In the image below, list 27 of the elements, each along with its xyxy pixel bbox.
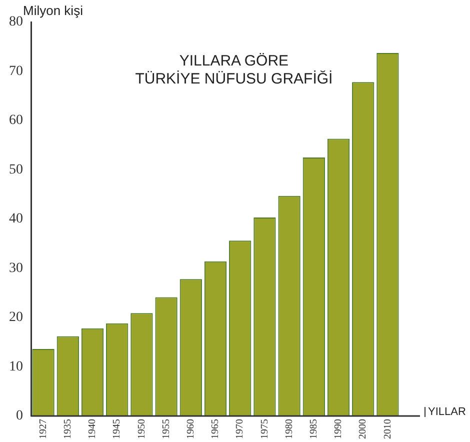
y-tick-label: 20 (9, 310, 23, 326)
text: YILLARA GÖRE TÜRKİYE NÜFUSU GRAFİĞİ (135, 52, 333, 88)
y-tick-label: 0 (16, 408, 23, 424)
y-tick-label: 70 (9, 64, 23, 79)
x-tick-label: 1980 (284, 419, 295, 439)
x-tick-label: 1940 (87, 419, 98, 439)
y-axis-title: Milyon kişi (23, 3, 84, 18)
x-tick-label: 1965 (210, 419, 222, 439)
x-axis-title: YILLAR (428, 406, 466, 418)
x-tick-label: 1985 (308, 419, 320, 439)
x-tick-label: 1975 (259, 419, 270, 439)
x-tick-label: 1970 (234, 419, 246, 439)
x-tick-label: 2010 (382, 419, 394, 439)
x-tick-label: 1950 (136, 419, 148, 439)
y-tick-label: 60 (9, 113, 23, 128)
x-tick-label: 1955 (160, 419, 172, 439)
y-tick-label: 30 (9, 260, 23, 276)
x-tick-label: 1960 (186, 419, 197, 439)
y-tick-label: 40 (9, 212, 23, 227)
y-tick-label: 80 (9, 14, 23, 30)
x-tick-label: 1927 (38, 419, 49, 439)
y-tick-label: 10 (9, 359, 23, 374)
x-tick-label: 2000 (358, 419, 369, 439)
x-tick-label: 1990 (333, 419, 344, 439)
x-tick-label: 1945 (112, 419, 123, 439)
x-tick-label: 1935 (62, 419, 74, 439)
y-tick-label: 50 (9, 162, 23, 178)
